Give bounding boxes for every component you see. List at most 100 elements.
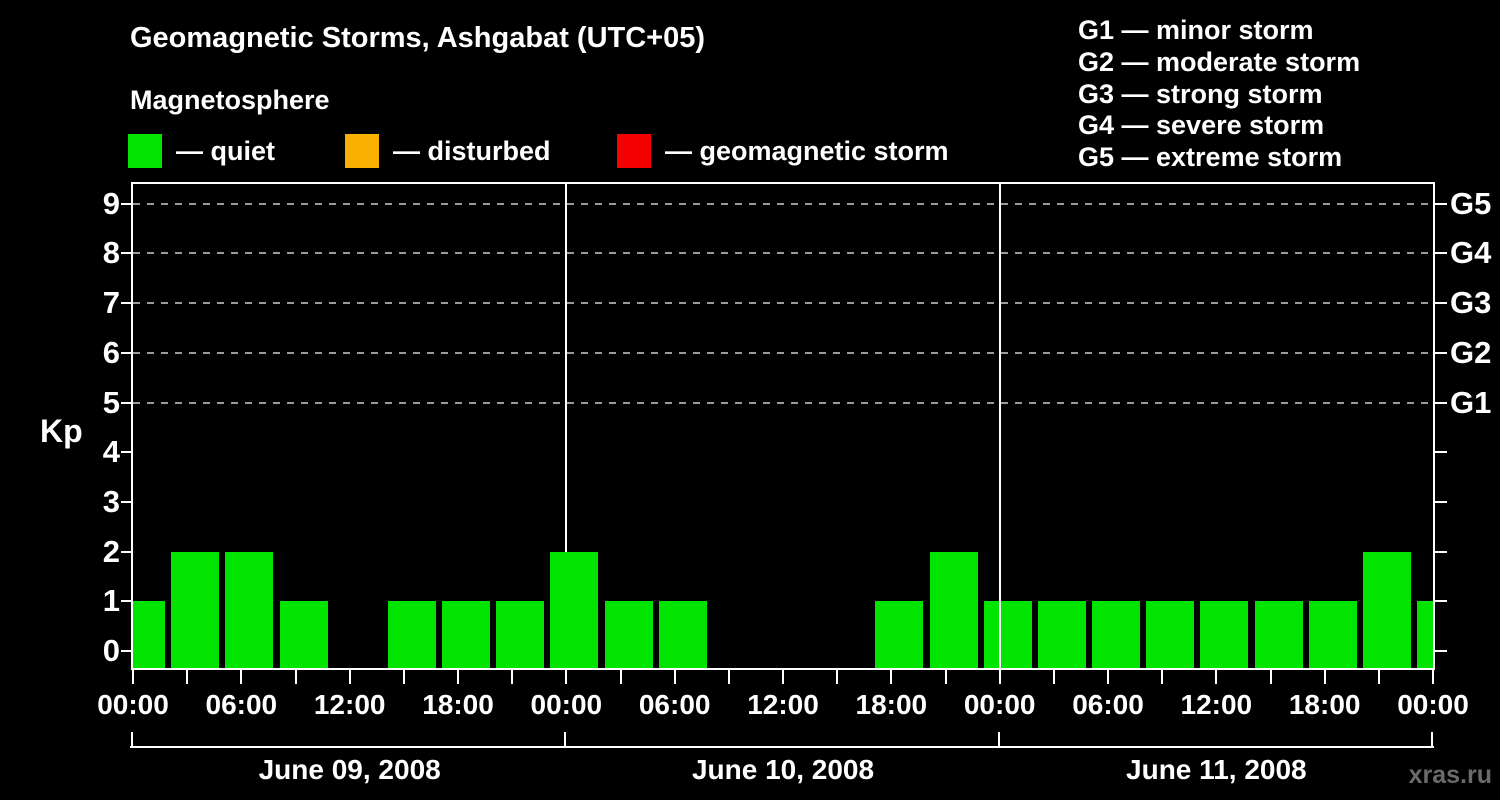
x-axis-tick xyxy=(132,670,134,684)
watermark: xras.ru xyxy=(1408,761,1492,789)
y-axis-label: 8 xyxy=(102,235,120,271)
y-axis-tick-left xyxy=(121,302,133,305)
y-axis-label: 1 xyxy=(102,583,120,619)
x-axis-label: 00:00 xyxy=(963,689,1036,720)
y-axis-tick-left xyxy=(121,550,133,553)
day-separator-line xyxy=(565,184,568,668)
g-axis-label-g5: G5 xyxy=(1450,185,1492,221)
y-axis-label: 3 xyxy=(102,483,120,519)
x-axis-label: 18:00 xyxy=(1288,689,1361,720)
chart-title: Geomagnetic Storms, Ashgabat (UTC+05) xyxy=(130,22,706,54)
kp-bar xyxy=(1362,551,1411,668)
x-axis-label: 06:00 xyxy=(205,689,278,720)
kp-bar xyxy=(225,551,274,668)
x-axis-tick xyxy=(1107,670,1109,684)
g-axis-label-g4: G4 xyxy=(1450,235,1492,271)
x-axis-label: 18:00 xyxy=(855,689,928,720)
kp-bar xyxy=(387,601,436,668)
y-axis-label: 0 xyxy=(102,633,120,668)
g-axis-label-g3: G3 xyxy=(1450,285,1492,321)
x-axis-tick xyxy=(1377,670,1380,684)
x-axis-tick xyxy=(1323,670,1326,684)
x-axis-tick xyxy=(565,670,568,684)
kp-bar xyxy=(1308,601,1357,668)
x-axis-tick xyxy=(511,670,514,684)
kp-bar xyxy=(604,601,653,668)
y-axis-tick-right xyxy=(1435,252,1447,255)
kp-bar xyxy=(496,601,545,668)
x-axis-tick xyxy=(1215,670,1218,684)
y-axis-tick-left xyxy=(121,351,133,354)
x-axis-tick xyxy=(294,670,297,684)
date-bracket-tick xyxy=(564,732,567,748)
kp-bar xyxy=(550,551,599,668)
x-axis-tick xyxy=(836,670,839,684)
kp-bar xyxy=(279,601,328,668)
g-legend-item-g1: G1 — minor storm xyxy=(1078,15,1314,45)
x-axis-tick xyxy=(673,670,676,684)
y-axis-label: 5 xyxy=(102,384,120,420)
x-axis-label: 00:00 xyxy=(530,689,603,720)
x-axis-tick xyxy=(1269,670,1272,684)
kp-bar xyxy=(1092,601,1140,668)
g-legend-item-g2: G2 — moderate storm xyxy=(1078,46,1361,77)
g-axis-label-g1: G1 xyxy=(1450,384,1492,420)
y-axis-tick-left xyxy=(121,451,133,454)
kp-bar xyxy=(442,601,490,668)
kp-bar xyxy=(171,551,220,668)
x-axis-label: 18:00 xyxy=(422,689,494,720)
x-axis-tick xyxy=(1052,670,1055,684)
y-axis-tick-left xyxy=(121,252,133,255)
g-axis-label-g2: G2 xyxy=(1450,334,1492,370)
gridline-kp-6 xyxy=(133,351,1433,354)
date-bracket-tick xyxy=(131,732,133,748)
g-legend-item-g5: G5 — extreme storm xyxy=(1078,142,1343,173)
date-bracket-tick xyxy=(1431,732,1433,748)
x-axis-label: 06:00 xyxy=(638,689,711,720)
x-axis-label: 12:00 xyxy=(313,689,386,720)
kp-bar xyxy=(983,601,1032,668)
x-axis-tick xyxy=(944,670,947,684)
y-axis-title: Kp xyxy=(40,413,83,449)
gridline-kp-8 xyxy=(133,252,1433,255)
y-axis-tick-left xyxy=(121,600,133,603)
kp-bar xyxy=(1200,601,1249,668)
date-label: June 10, 2008 xyxy=(691,754,875,785)
legend-swatch-geomagnetic-storm xyxy=(617,134,651,168)
legend-label-disturbed: — disturbed xyxy=(393,136,551,166)
plot-area xyxy=(133,184,1433,668)
plot-frame xyxy=(131,182,1435,670)
y-axis-tick-left xyxy=(121,500,133,503)
x-axis-label: 12:00 xyxy=(1180,689,1253,720)
x-axis-tick xyxy=(402,670,405,684)
y-axis-tick-right xyxy=(1435,202,1447,205)
gridline-kp-9 xyxy=(133,202,1433,205)
y-axis-tick-left xyxy=(121,650,133,652)
x-axis-tick xyxy=(619,670,622,684)
kp-bar xyxy=(1037,601,1086,668)
y-axis-tick-right xyxy=(1435,401,1447,404)
y-axis-tick-right xyxy=(1435,451,1447,454)
y-axis-tick-right xyxy=(1435,351,1447,354)
x-axis-tick xyxy=(998,670,1001,684)
kp-bar xyxy=(658,601,707,668)
x-axis-label: 12:00 xyxy=(747,689,819,720)
kp-bar xyxy=(929,551,978,668)
g-legend-item-g4: G4 — severe storm xyxy=(1078,110,1325,141)
kp-bar xyxy=(875,601,924,668)
y-axis-label: 6 xyxy=(102,334,120,370)
legend-swatch-quiet xyxy=(128,134,162,168)
legend-swatch-disturbed xyxy=(345,134,379,168)
x-axis-tick xyxy=(782,670,784,684)
kp-bar xyxy=(1146,601,1195,668)
x-axis-tick xyxy=(240,670,243,684)
y-axis-tick-right xyxy=(1435,550,1447,553)
y-axis-tick-right xyxy=(1435,500,1447,503)
x-axis-tick xyxy=(457,670,459,684)
y-axis-tick-right xyxy=(1435,650,1447,652)
